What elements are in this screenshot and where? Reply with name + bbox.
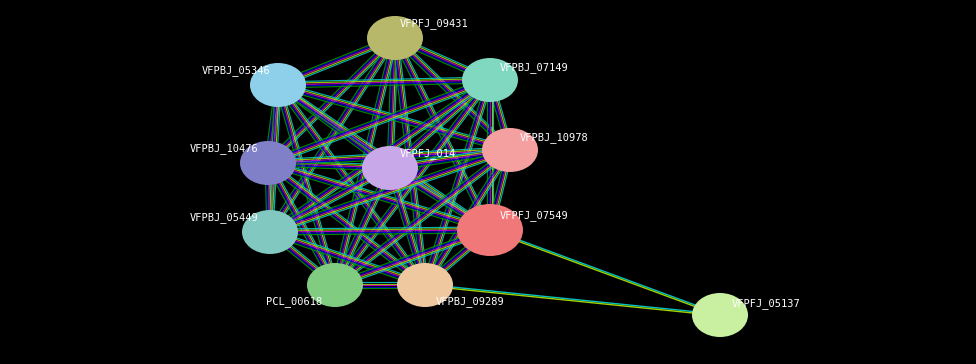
Ellipse shape [362,146,418,190]
Text: VFPBJ_07149: VFPBJ_07149 [500,62,569,73]
Text: VFPBJ_10978: VFPBJ_10978 [520,132,589,143]
Ellipse shape [462,58,518,102]
Text: VFPBJ_05449: VFPBJ_05449 [189,212,258,223]
Text: VFPBJ_09289: VFPBJ_09289 [436,296,505,307]
Ellipse shape [397,263,453,307]
Ellipse shape [482,128,538,172]
Ellipse shape [367,16,423,60]
Text: VFPBJ_10476: VFPBJ_10476 [189,143,258,154]
Text: PCL_00618: PCL_00618 [265,296,322,307]
Text: VFPBJ_05346: VFPBJ_05346 [201,65,270,76]
Text: VFPFJ_05137: VFPFJ_05137 [732,298,800,309]
Ellipse shape [242,210,298,254]
Text: VFPFJ_07549: VFPFJ_07549 [500,210,569,221]
Ellipse shape [692,293,748,337]
Ellipse shape [457,204,523,256]
Ellipse shape [307,263,363,307]
Text: VFPFJ_09431: VFPFJ_09431 [400,18,468,29]
Ellipse shape [250,63,306,107]
Ellipse shape [240,141,296,185]
Text: VFPFJ_014: VFPFJ_014 [400,148,456,159]
